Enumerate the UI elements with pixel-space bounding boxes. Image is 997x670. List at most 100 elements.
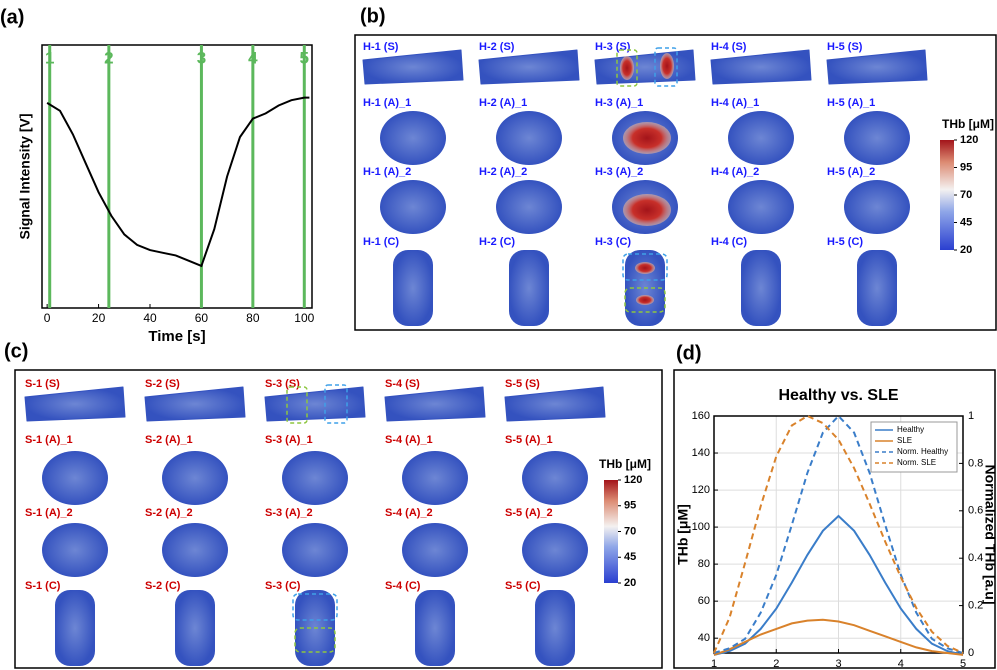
hotspot bbox=[635, 262, 655, 274]
colorbar bbox=[604, 480, 618, 583]
view-label: S-1 (S) bbox=[25, 378, 60, 390]
rendering bbox=[380, 180, 446, 234]
view-label: H-1 (S) bbox=[363, 41, 399, 53]
view-label: H-5 (A)_2 bbox=[827, 166, 875, 178]
y-tick-label: 80 bbox=[698, 558, 710, 570]
view-label: H-1 (A)_2 bbox=[363, 166, 411, 178]
view-label: S-3 (C) bbox=[265, 580, 301, 592]
view-label: S-2 (A)_2 bbox=[145, 507, 193, 519]
y2-tick-label: 0.8 bbox=[968, 457, 983, 469]
rendering bbox=[402, 451, 468, 505]
rendering bbox=[479, 50, 579, 84]
hotspot bbox=[620, 56, 634, 80]
view-label: H-4 (C) bbox=[711, 236, 747, 248]
colorbar-tick-label: 20 bbox=[960, 244, 972, 256]
hotspot bbox=[623, 194, 671, 226]
panel-label: (b) bbox=[360, 5, 386, 27]
view-label: H-2 (S) bbox=[479, 41, 515, 53]
rendering bbox=[857, 250, 897, 326]
view-label: H-4 (A)_1 bbox=[711, 97, 759, 109]
colorbar-tick-label: 70 bbox=[624, 525, 636, 537]
y-tick-label: 120 bbox=[692, 484, 710, 496]
view-label: H-2 (C) bbox=[479, 236, 515, 248]
x-tick-label: 0 bbox=[44, 311, 51, 325]
view-label: H-5 (S) bbox=[827, 41, 863, 53]
x-tick-label: 20 bbox=[92, 311, 106, 325]
y2-tick-label: 0.6 bbox=[968, 505, 983, 517]
chart-title: Healthy vs. SLE bbox=[778, 387, 898, 404]
rendering bbox=[728, 111, 794, 165]
view-label: S-2 (S) bbox=[145, 378, 180, 390]
data-line bbox=[47, 98, 309, 266]
rendering bbox=[385, 387, 485, 421]
colorbar-tick-label: 120 bbox=[960, 134, 978, 146]
legend-label: Norm. SLE bbox=[897, 458, 936, 467]
rendering bbox=[393, 250, 433, 326]
view-label: S-1 (A)_2 bbox=[25, 507, 73, 519]
hotspot bbox=[636, 295, 654, 305]
hotspot bbox=[623, 122, 671, 154]
x-tick-label: 2 bbox=[773, 658, 779, 670]
y-axis-label: Signal Intensity [V] bbox=[17, 113, 33, 239]
colorbar-tick-label: 120 bbox=[624, 474, 642, 486]
rendering bbox=[522, 523, 588, 577]
view-label: S-3 (A)_1 bbox=[265, 434, 313, 446]
view-label: S-1 (A)_1 bbox=[25, 434, 73, 446]
rendering bbox=[42, 523, 108, 577]
colorbar bbox=[940, 140, 954, 250]
rendering bbox=[363, 50, 463, 84]
view-label: S-3 (S) bbox=[265, 378, 300, 390]
x-tick-label: 80 bbox=[246, 311, 260, 325]
time-marker-label: 1 bbox=[45, 48, 54, 67]
view-label: H-4 (S) bbox=[711, 41, 747, 53]
rendering bbox=[162, 523, 228, 577]
rendering bbox=[25, 387, 125, 421]
y2-tick-label: 0.2 bbox=[968, 600, 983, 612]
view-label: S-4 (A)_1 bbox=[385, 434, 433, 446]
rendering bbox=[55, 590, 95, 666]
rendering bbox=[595, 50, 695, 84]
y-tick-label: 160 bbox=[692, 410, 710, 422]
x-tick-label: 3 bbox=[835, 658, 841, 670]
colorbar-title: THb [μM] bbox=[942, 117, 994, 131]
view-label: H-3 (C) bbox=[595, 236, 631, 248]
y-tick-label: 40 bbox=[698, 632, 710, 644]
view-label: H-1 (C) bbox=[363, 236, 399, 248]
x-tick-label: 1 bbox=[711, 658, 717, 670]
y-tick-label: 60 bbox=[698, 595, 710, 607]
rendering bbox=[415, 590, 455, 666]
view-label: H-1 (A)_1 bbox=[363, 97, 411, 109]
time-marker-label: 4 bbox=[248, 48, 258, 67]
view-label: H-3 (A)_1 bbox=[595, 97, 643, 109]
view-label: S-1 (C) bbox=[25, 580, 61, 592]
legend-label: Norm. Healthy bbox=[897, 447, 948, 456]
y-axis-label: THb [μM] bbox=[675, 504, 691, 565]
view-label: S-5 (S) bbox=[505, 378, 540, 390]
view-label: S-5 (A)_1 bbox=[505, 434, 553, 446]
view-label: H-2 (A)_2 bbox=[479, 166, 527, 178]
colorbar-title: THb [μM] bbox=[599, 457, 651, 471]
colorbar-tick-label: 45 bbox=[624, 551, 636, 563]
rendering bbox=[827, 50, 927, 84]
rendering bbox=[282, 523, 348, 577]
view-label: H-3 (S) bbox=[595, 41, 631, 53]
colorbar-tick-label: 20 bbox=[624, 577, 636, 589]
legend-label: Healthy bbox=[897, 425, 924, 434]
figure: (a)020406080100Time [s]Signal Intensity … bbox=[0, 0, 997, 670]
view-label: S-4 (C) bbox=[385, 580, 421, 592]
y2-tick-label: 1 bbox=[968, 410, 974, 422]
rendering bbox=[844, 180, 910, 234]
x-tick-label: 4 bbox=[898, 658, 904, 670]
y2-axis-label: Normalized THb [a.u] bbox=[982, 464, 997, 604]
y-tick-label: 100 bbox=[692, 521, 710, 533]
legend-label: SLE bbox=[897, 436, 912, 445]
panel-label: (c) bbox=[4, 340, 28, 362]
view-label: S-2 (C) bbox=[145, 580, 181, 592]
view-label: S-5 (C) bbox=[505, 580, 541, 592]
time-marker-label: 5 bbox=[300, 48, 309, 67]
rendering bbox=[509, 250, 549, 326]
rendering bbox=[402, 523, 468, 577]
rendering bbox=[380, 111, 446, 165]
time-marker-label: 3 bbox=[197, 48, 206, 67]
rendering bbox=[844, 111, 910, 165]
